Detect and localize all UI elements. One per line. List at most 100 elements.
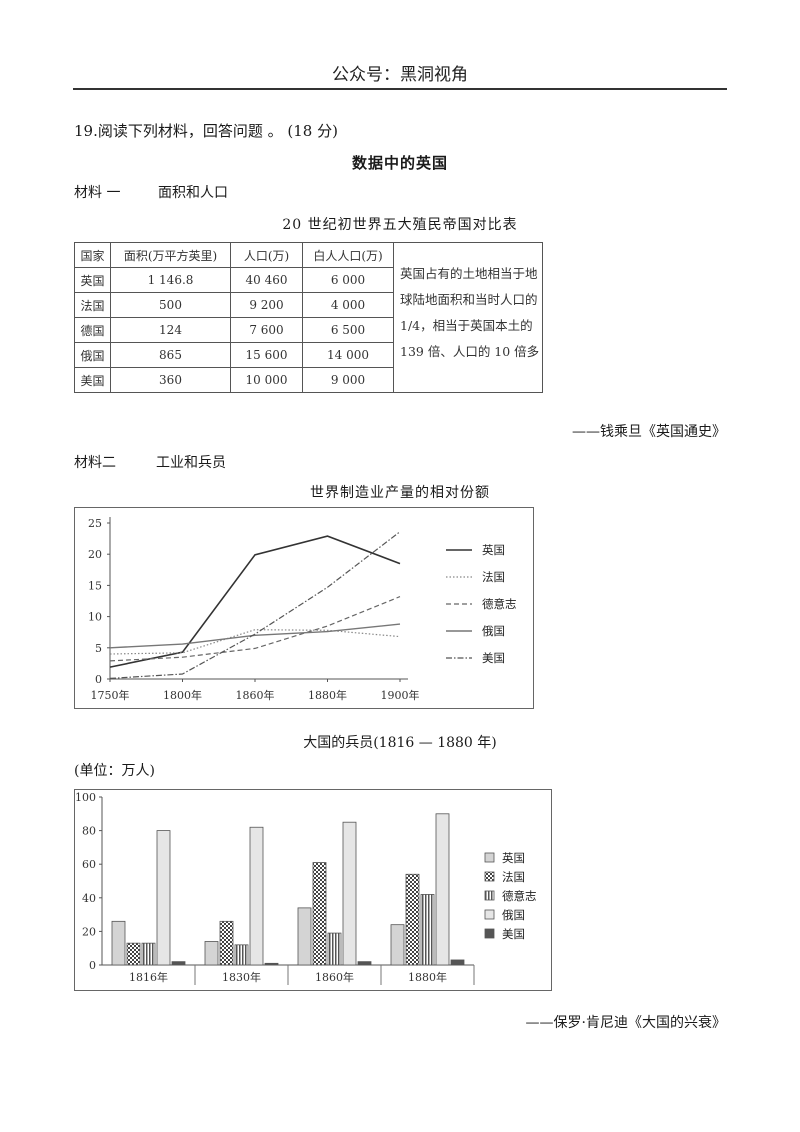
table-cell: 4 000 (302, 292, 394, 318)
material2-label: 材料二 (74, 455, 116, 471)
table-header-row: 国家 面积(万平方英里) 人口(万) 白人人口(万) 英国占有的土地相当于地球陆… (74, 242, 543, 393)
bar (141, 942, 156, 966)
table-cell: 500 (110, 292, 231, 318)
table-cell: 865 (110, 342, 231, 368)
y-tick-label: 40 (82, 892, 96, 905)
table-row: 英国 1 146.8 40 460 6 000 (74, 267, 543, 293)
bar-chart-title: 大国的兵员(1816 — 1880 年) (303, 735, 497, 751)
y-tick-label: 10 (88, 611, 102, 624)
table-header-cell: 白人人口(万) (302, 242, 394, 268)
table-cell: 法国 (74, 292, 111, 318)
x-tick-label: 1880年 (408, 970, 447, 984)
legend-label: 英国 (482, 543, 505, 557)
bar (264, 962, 279, 966)
y-tick-label: 0 (95, 673, 102, 686)
bar-chart-unit: (单位：万人) (74, 763, 155, 779)
legend-swatch (484, 852, 495, 863)
table-cell: 1 146.8 (110, 267, 231, 293)
line-chart-frame (74, 507, 534, 709)
bar (405, 873, 420, 966)
x-tick-label: 1750年 (91, 688, 130, 702)
series-line (109, 535, 401, 668)
bar (297, 907, 312, 966)
legend-label: 德意志 (482, 597, 517, 611)
legend-swatch (484, 928, 495, 939)
bar (327, 932, 342, 966)
bar (234, 944, 249, 966)
bar (204, 941, 219, 966)
table-cell: 9 000 (302, 367, 394, 393)
material2-source: ——保罗·肯尼迪《大国的兴衰》 (525, 1015, 726, 1031)
bar (249, 826, 264, 966)
table-cell: 14 000 (302, 342, 394, 368)
table-cell: 124 (110, 317, 231, 343)
y-tick-label: 20 (82, 925, 96, 938)
series-line (109, 531, 401, 679)
table-cell: 40 460 (230, 267, 303, 293)
empire-comparison-table: 国家 面积(万平方英里) 人口(万) 白人人口(万) 英国占有的土地相当于地球陆… (74, 242, 543, 393)
manufacturing-share-line-chart: 0 5 10 15 20 25 1750年 1800年 1860年 1880年 1900年 英国法国德… (74, 507, 534, 709)
table-cell: 俄国 (74, 342, 111, 368)
table-title: 20 世纪初世界五大殖民帝国对比表 (282, 217, 518, 233)
y-tick-label: 60 (82, 858, 96, 871)
legend-swatch (484, 871, 495, 882)
material1-source: ——钱乘旦《英国通史》 (572, 424, 726, 440)
series-line (109, 596, 401, 662)
y-tick-label: 25 (88, 517, 102, 530)
x-tick-label: 1860年 (236, 688, 275, 702)
legend-label: 德意志 (502, 889, 537, 903)
table-cell: 德国 (74, 317, 111, 343)
table-row: 法国 500 9 200 4 000 (74, 292, 543, 318)
bar (126, 942, 141, 966)
legend-label: 美国 (482, 651, 505, 665)
y-tick-label: 15 (88, 579, 102, 592)
table-row: 德国 124 7 600 6 500 (74, 317, 543, 343)
x-tick-label: 1830年 (222, 970, 261, 984)
legend-swatch (484, 909, 495, 920)
table-header-cell: 国家 (74, 242, 111, 268)
table-cell: 15 600 (230, 342, 303, 368)
legend-label: 英国 (502, 851, 525, 865)
table-cell: 6 500 (302, 317, 394, 343)
material2-topic: 工业和兵员 (156, 455, 226, 471)
legend-swatch (484, 890, 495, 901)
x-tick-label: 1860年 (315, 970, 354, 984)
bar (342, 821, 357, 966)
x-tick-label: 1900年 (381, 688, 420, 702)
line-chart-title: 世界制造业产量的相对份额 (310, 485, 490, 501)
question-heading: 19.阅读下列材料，回答问题 。 (18 分) (74, 122, 338, 140)
bar (390, 924, 405, 966)
table-header-cell: 面积(万平方英里) (110, 242, 231, 268)
y-tick-label: 80 (82, 825, 96, 838)
bar (219, 920, 234, 966)
material1-label: 材料 一 (74, 185, 121, 201)
x-tick-label: 1800年 (163, 688, 202, 702)
table-row: 美国 360 10 000 9 000 (74, 367, 543, 393)
table-cell: 英国 (74, 267, 111, 293)
legend-label: 俄国 (482, 624, 505, 638)
series-line (109, 623, 401, 649)
bar (171, 961, 186, 966)
y-tick-label: 100 (75, 791, 96, 804)
legend-label: 法国 (482, 570, 505, 584)
bar (435, 813, 450, 966)
x-tick-label: 1880年 (308, 688, 347, 702)
table-note: 英国占有的土地相当于地球陆地面积和当时人口的 1/4，相当于英国本土的 139 … (393, 242, 543, 393)
bar (420, 894, 435, 966)
legend-label: 法国 (502, 870, 525, 884)
table-cell: 360 (110, 367, 231, 393)
material1-topic: 面积和人口 (158, 185, 228, 201)
header-title: 公众号：黑洞视角 (332, 65, 468, 85)
bar (312, 862, 327, 966)
table-cell: 6 000 (302, 267, 394, 293)
military-personnel-bar-chart: 0 20 40 60 80 100 1816年 1830年 1860年 1880年 英国法国德意志俄… (74, 789, 552, 991)
y-tick-label: 20 (88, 548, 102, 561)
legend-label: 美国 (502, 927, 525, 941)
table-cell: 10 000 (230, 367, 303, 393)
table-cell: 7 600 (230, 317, 303, 343)
table-cell: 9 200 (230, 292, 303, 318)
table-row: 俄国 865 15 600 14 000 (74, 342, 543, 368)
bar (357, 961, 372, 966)
legend-label: 俄国 (502, 908, 525, 922)
question-title: 数据中的英国 (351, 154, 448, 172)
